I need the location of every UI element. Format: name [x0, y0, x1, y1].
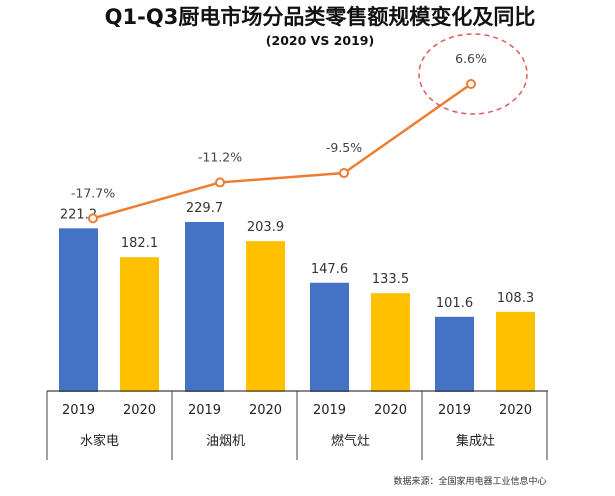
bar-3-2019 [435, 316, 474, 392]
chart-title: Q1-Q3厨电市场分品类零售额规模变化及同比 [105, 5, 536, 29]
bar-value-label: 133.5 [372, 272, 409, 287]
bars-layer: 221.2 182.1 229.7 203.9 147.6 133.5 101.6 108.3 [59, 201, 535, 392]
category-axis: 2019 2020 水家电 2019 2020 油烟机 2019 2020 燃气灶 2019 202… [46, 390, 548, 460]
year-tick-label: 2020 [123, 403, 156, 418]
growth-point [466, 79, 476, 90]
growth-label: -11.2% [198, 149, 242, 164]
bar-1-2019 [185, 222, 224, 392]
growth-label: -9.5% [326, 140, 362, 155]
category-label: 油烟机 [206, 434, 245, 449]
bar-value-label: 147.6 [311, 262, 348, 277]
source-note: 数据来源：全国家用电器工业信息中心 [393, 475, 546, 487]
bar-value-label: 101.6 [436, 296, 473, 311]
bar-2-2020 [371, 293, 410, 392]
highlight-ellipse [418, 33, 528, 115]
year-tick-label: 2020 [374, 403, 407, 418]
bar-value-label: 182.1 [121, 236, 158, 251]
bar-value-label: 221.2 [60, 207, 97, 222]
growth-point [215, 177, 225, 188]
growth-line-layer: -17.7% -11.2% -9.5% 6.6% [71, 33, 528, 224]
bar-0-2020 [120, 257, 159, 392]
growth-point [339, 168, 349, 179]
year-tick-label: 2019 [438, 403, 471, 418]
category-label: 水家电 [80, 433, 119, 449]
year-tick-label: 2020 [249, 403, 282, 418]
bar-2-2019 [310, 282, 349, 392]
bar-value-label: 108.3 [497, 291, 534, 306]
bar-1-2020 [246, 241, 285, 392]
bar-0-2019 [59, 228, 98, 392]
growth-point [88, 213, 98, 224]
growth-label: 6.6% [455, 51, 487, 66]
year-tick-label: 2020 [499, 403, 532, 418]
category-label: 集成灶 [456, 433, 495, 449]
year-tick-label: 2019 [313, 403, 346, 418]
year-tick-label: 2019 [188, 403, 221, 418]
growth-line [92, 82, 472, 220]
bar-value-label: 229.7 [186, 201, 223, 216]
bar-3-2020 [496, 311, 535, 392]
category-label: 燃气灶 [331, 433, 370, 449]
chart-subtitle: (2020 VS 2019) [266, 33, 374, 48]
bar-value-label: 203.9 [247, 220, 284, 235]
growth-label: -17.7% [71, 185, 115, 200]
year-tick-label: 2019 [62, 403, 95, 418]
